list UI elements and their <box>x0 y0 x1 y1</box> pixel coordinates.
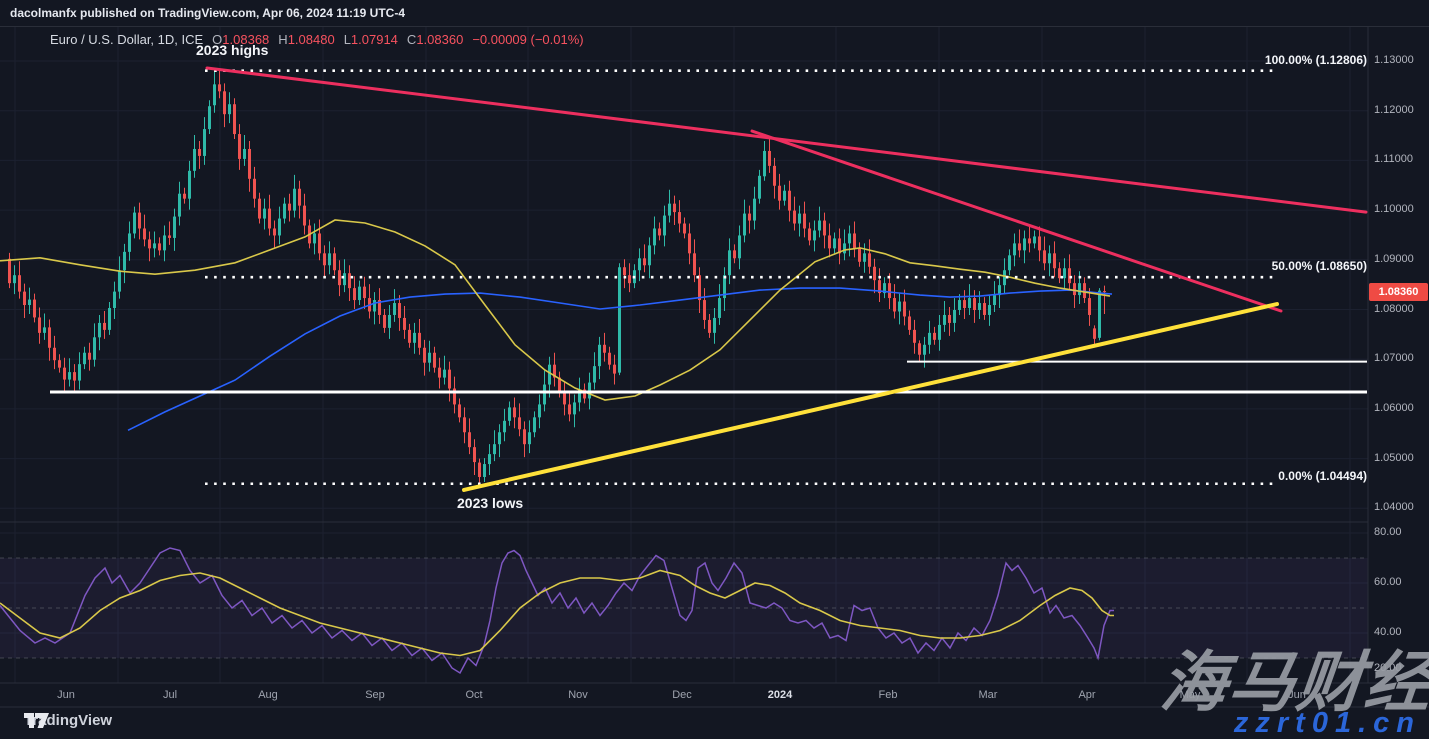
price-tick: 1.11000 <box>1374 153 1413 166</box>
fib-label-0[interactable]: 0.00% (1.04494) <box>1278 469 1367 483</box>
price-tick: 1.12000 <box>1374 103 1414 116</box>
change-value: −0.00009 (−0.01%) <box>472 32 584 47</box>
rsi-tick: 40.00 <box>1374 626 1402 638</box>
price-tick: 1.09000 <box>1374 252 1414 265</box>
time-tick-jun: Jun <box>57 689 75 701</box>
price-tick: 1.04000 <box>1374 501 1414 514</box>
rsi-tick: 20.00 <box>1374 662 1402 674</box>
price-tick: 1.10000 <box>1374 203 1414 216</box>
ohlc-low: L1.07914 <box>343 32 398 47</box>
price-tick: 1.06000 <box>1374 401 1414 414</box>
time-tick-oct: Oct <box>465 689 483 701</box>
time-tick-dec: Dec <box>672 689 692 701</box>
symbol-title: Euro / U.S. Dollar, 1D, ICE <box>50 32 204 47</box>
tradingview-logo[interactable]: TradingView <box>24 712 112 729</box>
time-tick-jun: Jun <box>1288 689 1306 701</box>
time-tick-feb: Feb <box>878 689 898 701</box>
time-tick-apr: Apr <box>1078 689 1096 701</box>
watermark-url: zzrt01.cn <box>1233 707 1421 739</box>
ohlc-open: O1.08368 <box>212 32 270 47</box>
ohlc-close: C1.08360 <box>406 32 464 47</box>
price-tick: 1.13000 <box>1374 54 1414 66</box>
annotation-2023-lows[interactable]: 2023 lows <box>457 495 524 511</box>
annotation-2023-highs[interactable]: 2023 highs <box>196 42 269 58</box>
publish-header: dacolmanfx published on TradingView.com,… <box>0 0 1429 27</box>
watermark-chinese: 海马财经 <box>1157 645 1429 719</box>
tradingview-logo-icon <box>24 713 49 728</box>
price-tick: 1.07000 <box>1374 352 1414 365</box>
time-tick-sep: Sep <box>365 689 385 701</box>
time-tick-2024: 2024 <box>767 689 793 701</box>
symbol-legend[interactable]: Euro / U.S. Dollar, 1D, ICE O1.08368 H1.… <box>50 32 584 47</box>
last-price-tag: 1.08360 <box>1369 283 1428 301</box>
time-tick-nov: Nov <box>568 689 588 701</box>
fib-label-50[interactable]: 50.00% (1.08650) <box>1271 259 1367 273</box>
rsi-tick: 80.00 <box>1374 526 1402 538</box>
price-tick: 1.05000 <box>1374 451 1414 464</box>
time-tick-mar: Mar <box>978 689 998 701</box>
time-tick-aug: Aug <box>258 689 278 701</box>
price-tick: 1.08000 <box>1374 302 1414 315</box>
fib-label-100[interactable]: 100.00% (1.12806) <box>1264 53 1367 67</box>
time-tick-jul: Jul <box>162 689 178 701</box>
rsi-tick: 60.00 <box>1374 576 1402 588</box>
ohlc-high: H1.08480 <box>278 32 335 47</box>
time-tick-may: May <box>1179 689 1201 701</box>
